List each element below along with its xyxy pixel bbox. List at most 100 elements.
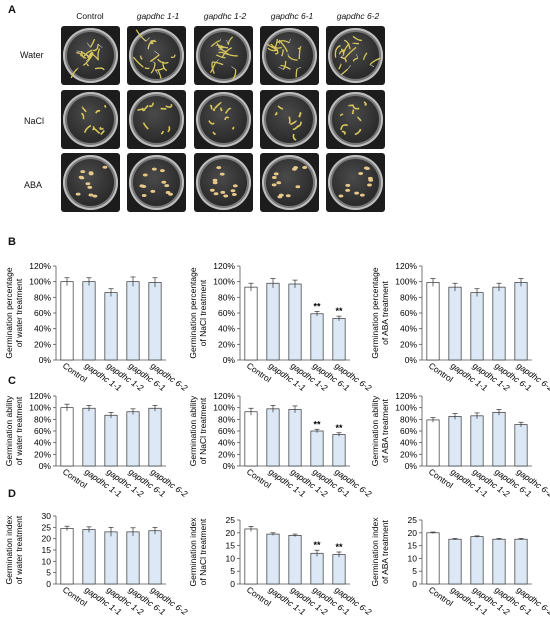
bar: [148, 407, 162, 467]
y-tick-label: 20%: [34, 449, 51, 459]
y-tick-label: 120%: [29, 261, 51, 271]
y-axis-label: of NaCl treatment: [198, 279, 208, 346]
y-axis-label: of ABA treatment: [380, 398, 390, 462]
panel-label-b: B: [8, 236, 16, 248]
significance-mark: **: [313, 419, 321, 429]
chart-germination-ability-water: Germination ability of water treatment 0% 2…: [4, 391, 190, 499]
bar: [470, 536, 484, 585]
y-tick-label: 40%: [34, 324, 51, 334]
y-tick-label: 120%: [213, 261, 235, 271]
bar: [448, 286, 462, 361]
bar: [104, 531, 118, 585]
y-axis-label: Germination index: [188, 517, 198, 587]
column-header-gapdhc-6-2: gapdhc 6-2: [336, 11, 380, 21]
y-tick-label: 0: [46, 579, 51, 589]
petri-dish-photo: [260, 26, 319, 85]
petri-dish-photo: [326, 153, 385, 212]
y-tick-label: 80%: [400, 292, 417, 302]
petri-dish-photo: [260, 90, 319, 149]
significance-mark: **: [335, 542, 343, 552]
y-tick-label: 15: [42, 545, 52, 555]
y-axis-label: of NaCl treatment: [198, 518, 208, 585]
y-axis-label: Germination percentage: [370, 267, 380, 358]
petri-dish-photo: [61, 153, 120, 212]
y-tick-label: 20%: [34, 339, 51, 349]
y-tick-label: 0%: [405, 355, 418, 365]
petri-dish-photo: [61, 26, 120, 85]
y-tick-label: 0%: [223, 355, 236, 365]
y-tick-label: 5: [46, 568, 51, 578]
bar: [82, 281, 96, 361]
significance-mark: **: [313, 301, 321, 311]
bar: [470, 415, 484, 467]
y-axis-label: of ABA treatment: [380, 519, 390, 583]
y-axis-label: Germination ability: [4, 395, 14, 466]
column-header-gapdhc-6-1: gapdhc 6-1: [270, 11, 314, 21]
y-tick-label: 20%: [218, 449, 235, 459]
bar: [244, 286, 258, 361]
y-tick-label: 20%: [400, 449, 417, 459]
y-tick-label: 60%: [34, 426, 51, 436]
chart-germination-index-water: Germination index of water treatment 05 101…: [4, 511, 190, 617]
petri-dish-photo: [194, 153, 253, 212]
bar: [492, 411, 506, 467]
bar: [60, 281, 74, 361]
y-tick-label: 0: [412, 579, 417, 589]
y-tick-label: 40%: [400, 324, 417, 334]
chart-germination-percentage-nacl: Germination percentage of NaCl treatment 0…: [188, 261, 374, 393]
y-tick-label: 120%: [29, 391, 51, 401]
bar: [60, 407, 74, 467]
bar: [332, 318, 346, 361]
bar: [448, 538, 462, 585]
y-axis-label: of ABA treatment: [380, 280, 390, 344]
y-tick-label: 100%: [213, 277, 235, 287]
bar: [148, 530, 162, 585]
y-tick-label: 0%: [39, 355, 52, 365]
y-tick-label: 10: [408, 553, 418, 563]
y-tick-label: 25: [408, 515, 418, 525]
y-tick-label: 25: [226, 515, 236, 525]
y-axis-label: Germination percentage: [188, 267, 198, 358]
bar: [126, 531, 140, 585]
row-header-aba: ABA: [24, 180, 43, 190]
bar: [514, 282, 528, 361]
y-tick-label: 20%: [400, 339, 417, 349]
y-tick-label: 25: [42, 522, 52, 532]
bar: [310, 552, 324, 585]
petri-dish-photo: [194, 26, 253, 85]
y-axis-label: Germination percentage: [4, 267, 14, 358]
petri-dish-photo: [260, 153, 319, 212]
y-tick-label: 20: [42, 534, 52, 544]
petri-dish-photo: [127, 26, 186, 85]
y-tick-label: 100%: [29, 277, 51, 287]
petri-dish-photo: [61, 90, 120, 149]
y-tick-label: 40%: [34, 438, 51, 448]
column-header-control: Control: [76, 11, 104, 21]
panel-label-a: A: [8, 4, 16, 16]
bar: [448, 416, 462, 467]
y-axis-label: Germination index: [370, 517, 380, 587]
row-header-water: Water: [20, 50, 44, 60]
bar: [126, 281, 140, 361]
column-header-gapdhc-1-1: gapdhc 1-1: [136, 11, 180, 21]
y-tick-label: 0%: [223, 461, 236, 471]
petri-dish-photo: [127, 153, 186, 212]
y-tick-label: 0: [230, 579, 235, 589]
y-tick-label: 60%: [218, 308, 235, 318]
y-tick-label: 60%: [400, 426, 417, 436]
chart-germination-percentage-aba: Germination percentage of ABA treatment 0%…: [370, 261, 550, 393]
significance-mark: **: [335, 306, 343, 316]
y-tick-label: 80%: [218, 292, 235, 302]
bar: [470, 292, 484, 361]
y-tick-label: 40%: [400, 438, 417, 448]
bar: [104, 292, 118, 361]
bar: [288, 535, 302, 585]
y-tick-label: 60%: [400, 308, 417, 318]
y-tick-label: 5: [412, 566, 417, 576]
bar: [426, 419, 440, 467]
y-tick-label: 20: [408, 528, 418, 538]
bar: [332, 554, 346, 585]
bar: [82, 407, 96, 467]
column-header-gapdhc-1-2: gapdhc 1-2: [203, 11, 247, 21]
y-tick-label: 0%: [39, 461, 52, 471]
